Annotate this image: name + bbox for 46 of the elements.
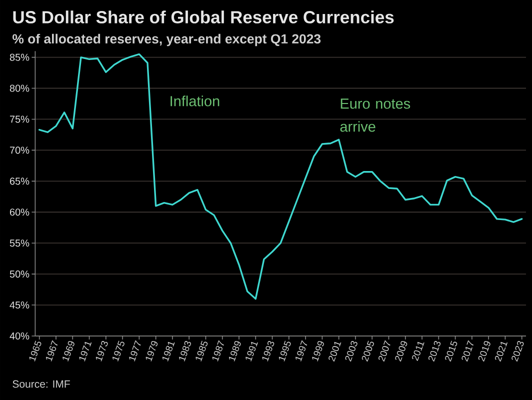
- x-tick-label: 1977: [129, 340, 141, 362]
- y-tick-label: 70%: [10, 146, 30, 154]
- x-tick-label: 1975: [112, 340, 124, 362]
- y-tick-label: 85%: [10, 54, 30, 61]
- x-tick-label: 1965: [29, 340, 42, 362]
- x-tick-label: 1967: [46, 340, 58, 362]
- x-tick-label: 2019: [478, 341, 490, 362]
- x-tick-label: 1999: [312, 341, 324, 362]
- y-tick-label: 50%: [10, 270, 30, 278]
- x-tick-label: 1971: [79, 342, 92, 362]
- chart-subtitle: % of allocated reserves, year-end except Q1 2023: [12, 34, 321, 46]
- x-tick-label: 2005: [362, 340, 374, 362]
- x-tick-label: 1989: [228, 341, 241, 362]
- x-tick-label: 1981: [162, 342, 175, 362]
- x-tick-label: 2013: [428, 340, 441, 362]
- x-tick-label: 2017: [462, 340, 474, 362]
- x-tick-label: 1973: [96, 340, 108, 362]
- x-tick-label: 1997: [296, 340, 308, 362]
- x-tick-label: 1979: [146, 341, 158, 362]
- x-tick-label: 2003: [345, 340, 358, 362]
- x-tick-label: 1985: [196, 340, 208, 362]
- x-tick-label: 1995: [278, 340, 291, 362]
- y-tick-label: 45%: [10, 302, 30, 309]
- x-tick-label: 1987: [212, 340, 224, 362]
- y-tick-label: 75%: [10, 116, 30, 123]
- x-tick-label: 2023: [512, 340, 524, 362]
- y-tick-label: 60%: [10, 208, 30, 216]
- line-series: [38, 53, 523, 300]
- x-tick-label: 2011: [412, 342, 424, 361]
- x-tick-label: 2021: [494, 342, 508, 362]
- x-tick-label: 1991: [246, 342, 258, 362]
- x-tick-label: 2007: [378, 340, 390, 362]
- annotation: Inflation: [170, 96, 220, 106]
- chart-title: US Dollar Share of Global Reserve Currencies: [13, 10, 394, 24]
- x-tick-label: 2015: [445, 340, 458, 362]
- x-tick-label: 1983: [179, 340, 191, 362]
- y-tick-label: 40%: [10, 332, 30, 340]
- y-tick-label: 80%: [10, 84, 30, 92]
- x-tick-label: 2009: [395, 341, 408, 362]
- x-tick-label: 1993: [262, 340, 274, 362]
- x-tick-label: 2001: [328, 342, 342, 362]
- y-tick-label: 55%: [10, 240, 30, 247]
- source-note: Source: IMF: [12, 380, 70, 388]
- y-tick-label: 65%: [10, 178, 30, 185]
- annotation: Euro notes arrive: [340, 98, 410, 132]
- x-tick-label: 1969: [62, 341, 74, 362]
